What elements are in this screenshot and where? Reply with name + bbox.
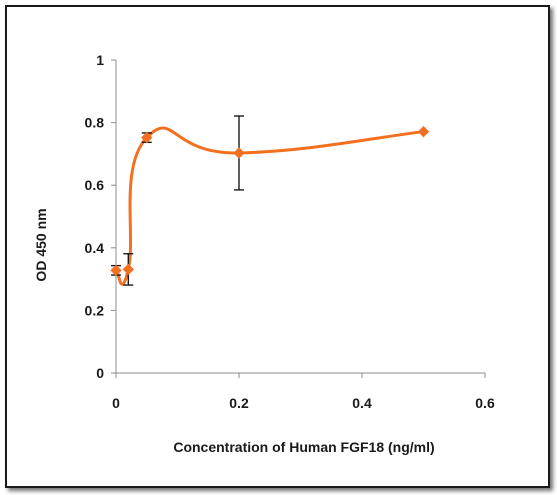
data-point-diamond xyxy=(122,263,135,276)
y-tick-label: 0 xyxy=(96,365,104,381)
y-tick-label: 0.6 xyxy=(85,177,105,193)
chart-frame xyxy=(5,5,550,488)
data-point-diamond xyxy=(233,147,245,159)
x-tick-label: 0.2 xyxy=(229,395,249,411)
x-tick-label: 0 xyxy=(112,395,120,411)
y-axis-ticks: 0 0.2 0.4 0.6 0.8 1 xyxy=(85,52,116,381)
series-layer xyxy=(110,115,430,286)
x-tick-label: 0.6 xyxy=(475,395,495,411)
data-point-diamond xyxy=(110,264,122,277)
series-line xyxy=(114,126,424,286)
y-tick-label: 0.2 xyxy=(85,302,105,318)
data-point-diamond xyxy=(417,125,430,138)
y-tick-label: 1 xyxy=(96,52,104,68)
y-tick-label: 0.8 xyxy=(85,115,105,131)
x-axis-title: Concentration of Human FGF18 (ng/ml) xyxy=(173,439,434,455)
y-axis-title: OD 450 nm xyxy=(33,208,49,281)
x-tick-label: 0.4 xyxy=(352,395,372,411)
axes xyxy=(115,60,485,374)
y-tick-label: 0.4 xyxy=(85,240,105,256)
data-point-diamond xyxy=(141,131,153,144)
x-axis-ticks: 0 0.2 0.4 0.6 xyxy=(112,373,495,411)
